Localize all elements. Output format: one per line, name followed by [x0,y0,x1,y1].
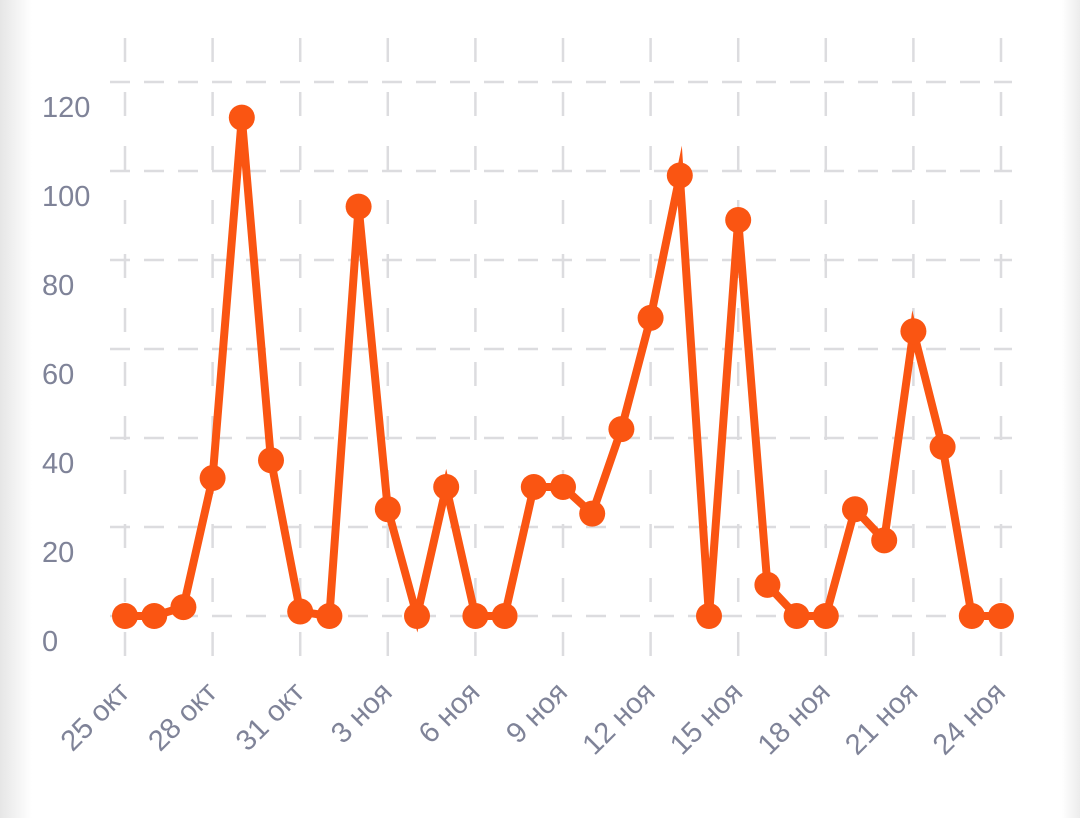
x-tick-label: 24 ноя [927,676,1012,761]
data-point [842,496,868,523]
y-tick-label: 120 [42,92,90,124]
x-tick-label: 3 ноя [325,676,399,750]
data-point [374,496,401,523]
x-tick-label: 21 ноя [839,676,924,761]
x-tick-label: 18 ноя [752,676,837,761]
x-tick-label: 28 окт [142,676,223,757]
data-point [871,527,898,554]
x-tick-label: 6 ноя [413,676,487,750]
y-tick-label: 20 [42,537,74,569]
right-edge-shadow [1062,0,1080,818]
data-point [958,603,985,629]
y-tick-label: 80 [42,270,74,302]
data-point [491,603,518,629]
data-point [170,594,197,621]
data-point [550,473,576,500]
data-point [900,318,927,345]
data-point [725,206,752,233]
data-point [929,433,956,460]
y-tick-label: 100 [42,181,90,213]
x-tick-label: 25 окт [55,676,136,757]
data-point [666,162,693,189]
data-point [637,304,664,331]
data-point [696,603,722,629]
y-tick-label: 60 [42,359,74,391]
data-point [199,465,226,492]
data-point [608,416,635,443]
x-tick-label: 31 окт [230,676,311,757]
grid [110,38,1012,662]
data-point [812,603,839,629]
data-point [579,500,606,527]
x-tick-label: 15 ноя [664,676,749,761]
data-point [433,473,460,500]
data-point [141,603,168,629]
y-tick-label: 0 [42,626,58,658]
x-axis-ticks: 25 окт 28 окт 31 окт 3 ноя 6 ноя 9 ноя 12 ноя 1… [55,676,1012,761]
data-point [228,104,255,131]
y-tick-label: 40 [42,448,74,480]
data-point [112,603,138,629]
data-point [754,571,781,598]
data-point [520,473,547,500]
x-tick-label: 9 ноя [500,676,574,750]
data-point [258,447,284,474]
data-point [783,603,810,629]
data-point [988,603,1014,629]
data-point [316,603,343,629]
series [112,104,1014,633]
x-tick-label: 12 ноя [577,676,662,761]
data-point [345,193,372,220]
data-point [462,603,489,629]
data-point [287,598,314,625]
y-axis-ticks: 0 20 40 60 80 100 120 [42,92,90,658]
data-point [404,603,430,629]
left-edge-shadow [0,0,32,818]
